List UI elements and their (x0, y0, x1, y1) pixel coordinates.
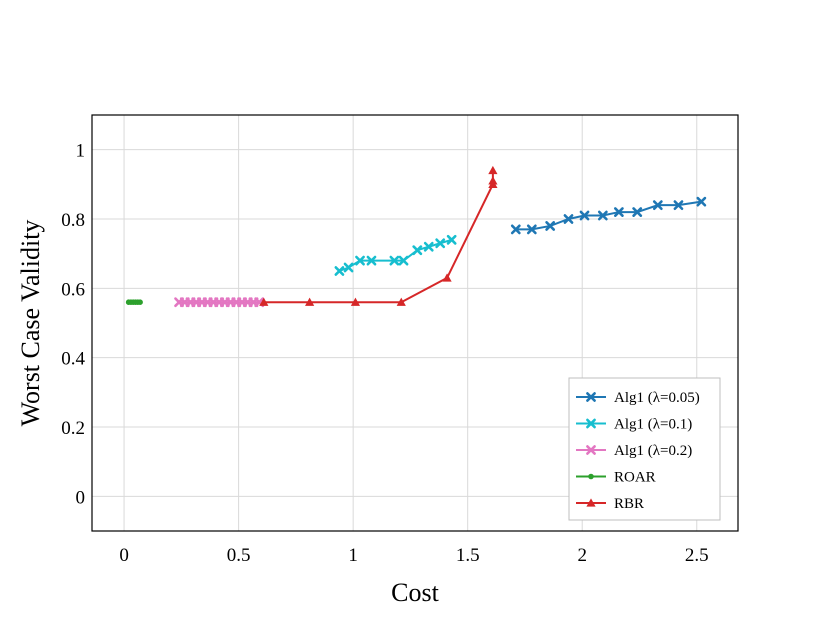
legend-marker (588, 473, 594, 480)
legend-marker (586, 445, 596, 455)
data-point (579, 210, 590, 221)
x-tick-label: 2 (577, 545, 587, 566)
data-point (632, 207, 643, 217)
data-point (488, 176, 498, 185)
series-line (263, 170, 494, 304)
data-point (423, 241, 434, 252)
legend-label: Alg1 (λ=0.05) (614, 390, 700, 406)
series-2 (334, 234, 457, 276)
data-point (355, 255, 365, 266)
x-tick-label: 1.5 (456, 545, 480, 566)
data-point (597, 210, 608, 221)
data-point (673, 200, 684, 211)
grid-lines (92, 115, 738, 531)
data-point (652, 200, 663, 211)
y-tick-label: 0.8 (61, 210, 85, 231)
legend-marker (586, 392, 596, 402)
series-line (339, 238, 452, 272)
data-point (435, 238, 446, 249)
data-point (343, 262, 354, 273)
legend-item: ROAR (576, 470, 656, 486)
data-point (526, 224, 537, 235)
series-5 (259, 165, 498, 306)
legend-item: Alg1 (λ=0.1) (576, 417, 692, 433)
series-1 (510, 196, 707, 235)
data-point (412, 245, 423, 256)
data-point (305, 297, 315, 306)
data-point (442, 273, 452, 282)
data-point (137, 299, 143, 306)
y-tick-label: 0.2 (61, 418, 85, 439)
x-tick-label: 0.5 (227, 545, 251, 566)
data-point (389, 255, 400, 266)
data-point (350, 297, 361, 306)
series-3 (174, 297, 265, 308)
data-point (259, 297, 269, 306)
legend-label: RBR (614, 496, 644, 512)
plot-frame (91, 114, 739, 532)
data-point (334, 266, 345, 276)
tick-labels: 0 0.5 1 1.5 2 2.5 0 0.2 0.4 0.6 0.8 1 (61, 141, 708, 566)
data-point (613, 207, 624, 217)
legend: Alg1 (λ=0.05) Alg1 (λ=0.1) Alg1 (λ=0.2) ROA… (568, 377, 721, 521)
data-point (398, 255, 409, 266)
x-tick-label: 0 (119, 545, 129, 566)
legend-label: Alg1 (λ=0.1) (614, 417, 692, 433)
legend-label: Alg1 (λ=0.2) (614, 443, 692, 459)
data-point (510, 224, 521, 235)
data-point (396, 297, 406, 306)
y-tick-label: 1 (76, 141, 86, 162)
x-axis-title: Cost (391, 578, 439, 607)
y-tick-label: 0.4 (61, 349, 85, 370)
y-tick-label: 0.6 (61, 279, 85, 300)
x-tick-label: 1 (348, 545, 358, 566)
data-point (696, 196, 707, 207)
data-point (446, 234, 457, 245)
legend-marker (586, 498, 596, 507)
series-line (515, 200, 702, 231)
legend-item: Alg1 (λ=0.2) (576, 443, 692, 459)
series-4 (125, 299, 143, 306)
legend-item: Alg1 (λ=0.05) (576, 390, 700, 406)
legend-marker (586, 418, 596, 429)
data-point (563, 214, 574, 224)
series-layer (125, 165, 707, 308)
x-tick-label: 2.5 (685, 545, 709, 566)
legend-label: ROAR (614, 470, 656, 486)
data-point (545, 221, 556, 231)
data-point (366, 255, 377, 266)
legend-item: RBR (576, 496, 644, 512)
y-tick-label: 0 (76, 487, 86, 508)
data-point (488, 165, 498, 175)
y-axis-title: Worst Case Validity (16, 220, 45, 427)
